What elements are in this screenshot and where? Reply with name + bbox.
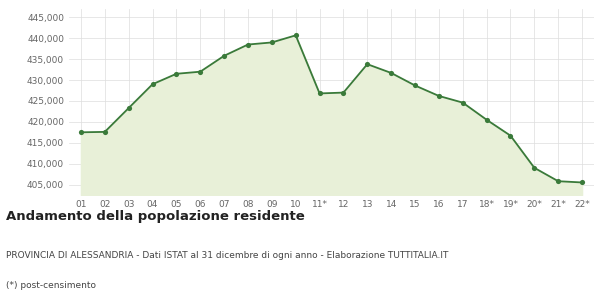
Text: (*) post-censimento: (*) post-censimento <box>6 280 96 290</box>
Point <box>506 133 515 138</box>
Point <box>243 42 253 47</box>
Point <box>577 180 587 185</box>
Point <box>100 130 110 134</box>
Point <box>530 165 539 170</box>
Point <box>362 62 372 67</box>
Point <box>410 83 420 88</box>
Point <box>434 94 443 98</box>
Point <box>267 40 277 45</box>
Point <box>124 106 133 110</box>
Point <box>172 71 181 76</box>
Point <box>291 33 301 38</box>
Point <box>315 91 325 96</box>
Point <box>482 117 491 122</box>
Point <box>220 53 229 58</box>
Text: Andamento della popolazione residente: Andamento della popolazione residente <box>6 210 305 223</box>
Point <box>196 69 205 74</box>
Text: PROVINCIA DI ALESSANDRIA - Dati ISTAT al 31 dicembre di ogni anno - Elaborazione: PROVINCIA DI ALESSANDRIA - Dati ISTAT al… <box>6 250 448 260</box>
Point <box>458 100 467 105</box>
Point <box>76 130 86 135</box>
Point <box>386 70 396 75</box>
Point <box>148 82 157 87</box>
Point <box>338 90 348 95</box>
Point <box>553 179 563 184</box>
